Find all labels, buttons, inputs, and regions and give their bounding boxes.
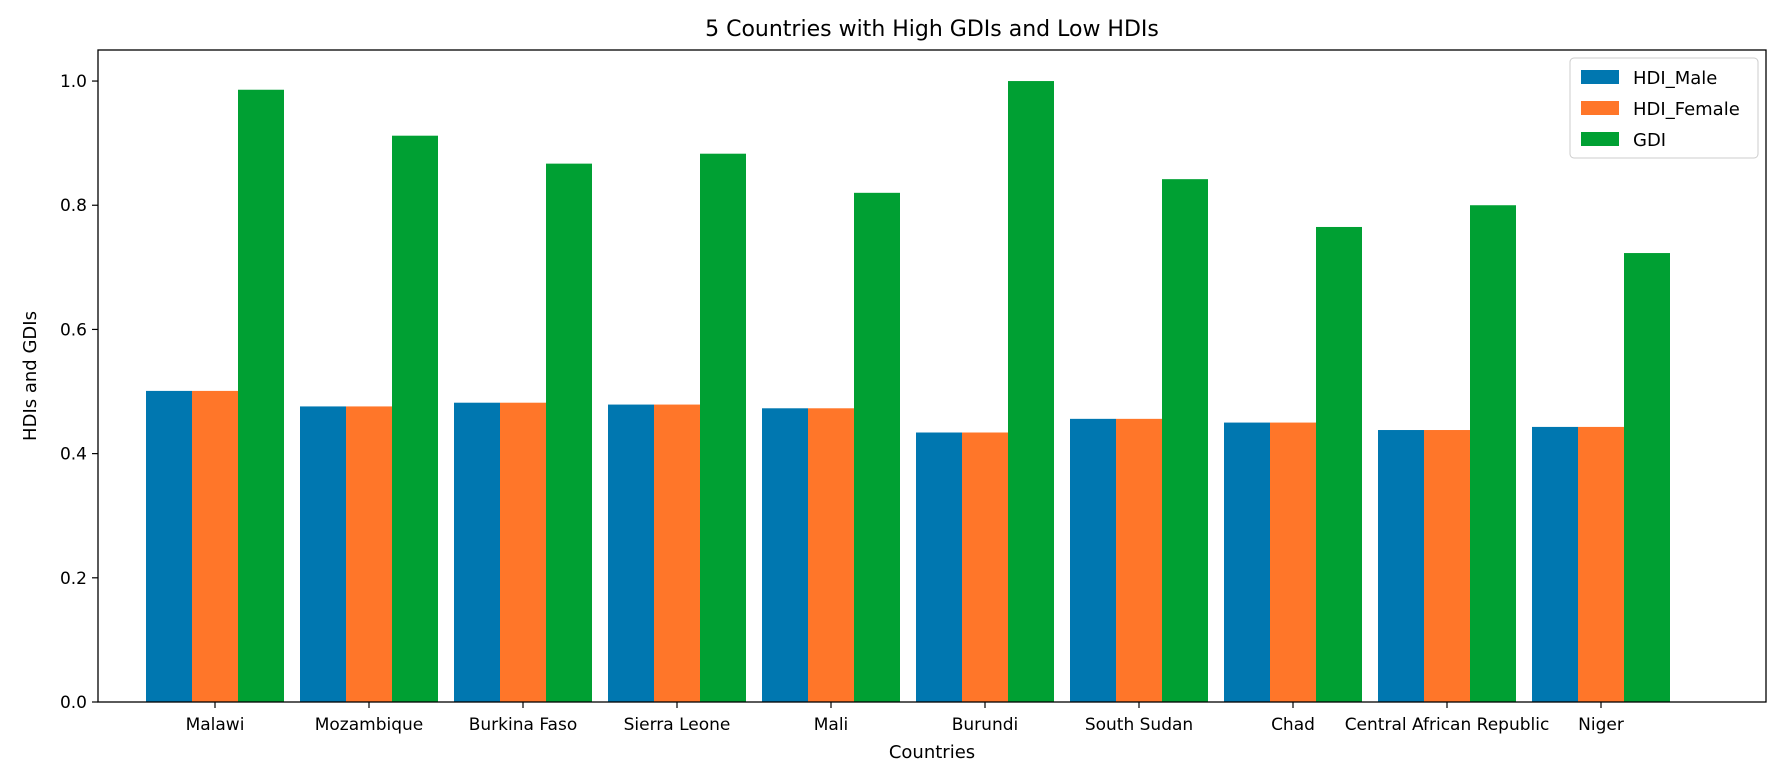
bar-hdi-female-central-african-republic [1424,430,1470,702]
x-tick-label: Burundi [952,715,1019,735]
legend-swatch-hdi-female [1581,101,1619,115]
bar-gdi-malawi [238,89,284,702]
x-tick-label: Sierra Leone [624,715,731,735]
legend: HDI_Male HDI_Female GDI [1569,57,1759,159]
x-tick-label: Malawi [186,715,245,735]
bar-hdi-male-mozambique [300,406,346,702]
bar-gdi-burkina-faso [546,163,592,703]
bar-gdi-burundi [1008,81,1054,703]
bar-gdi-niger [1624,253,1670,702]
y-tick-label: 0.0 [60,693,87,713]
bar-gdi-sierra-leone [700,153,746,703]
x-tick-label: Burkina Faso [469,715,577,735]
x-tick-label: Mali [814,715,849,735]
x-axis: Malawi Mozambique Burkina Faso Sierra Leone… [186,702,1624,735]
bar-hdi-male-mali [762,408,808,702]
legend-label-hdi-female: HDI_Female [1633,99,1740,120]
y-tick-label: 0.6 [60,320,87,340]
bar-hdi-male-sierra-leone [608,404,654,702]
legend-swatch-gdi [1581,132,1619,146]
bar-gdi-central-african-republic [1470,205,1516,702]
legend-label-hdi-male: HDI_Male [1633,68,1717,89]
bar-hdi-female-niger [1578,426,1624,702]
y-axis: 0.0 0.2 0.4 0.6 0.8 1.0 [60,72,98,713]
x-axis-label: Countries [889,742,975,763]
bar-hdi-female-malawi [192,390,238,702]
bar-hdi-male-niger [1532,426,1578,702]
legend-swatch-hdi-male [1581,70,1619,84]
bar-gdi-south-sudan [1162,179,1208,703]
bar-hdi-male-burkina-faso [454,402,500,702]
bar-hdi-male-chad [1224,422,1270,702]
legend-label-gdi: GDI [1633,130,1666,151]
x-tick-label: Niger [1578,715,1624,735]
chart-title: 5 Countries with High GDIs and Low HDIs [705,17,1159,42]
y-tick-label: 0.4 [60,445,87,465]
bar-gdi-mali [854,192,900,703]
bar-hdi-male-central-african-republic [1378,430,1424,702]
plot-frame [97,49,1767,703]
bar-hdi-female-mozambique [346,406,392,702]
y-tick-label: 0.2 [60,569,87,589]
bar-hdi-female-sierra-leone [654,404,700,702]
x-tick-label: South Sudan [1085,715,1193,735]
bars-layer [146,81,1670,703]
bar-hdi-female-mali [808,408,854,702]
bar-hdi-female-chad [1270,422,1316,702]
y-axis-label: HDIs and GDIs [20,311,41,441]
bar-gdi-mozambique [392,135,438,703]
bar-hdi-male-malawi [146,390,192,702]
y-tick-label: 0.8 [60,196,87,216]
x-tick-label: Mozambique [315,715,424,735]
bar-hdi-male-burundi [916,432,962,702]
bar-hdi-female-burkina-faso [500,402,546,702]
bar-hdi-female-south-sudan [1116,418,1162,702]
x-tick-label: Central African Republic [1345,715,1550,735]
bar-hdi-female-burundi [962,432,1008,702]
x-tick-label: Chad [1271,715,1315,735]
bar-hdi-male-south-sudan [1070,418,1116,702]
y-tick-label: 1.0 [60,72,87,92]
bar-gdi-chad [1316,226,1362,702]
